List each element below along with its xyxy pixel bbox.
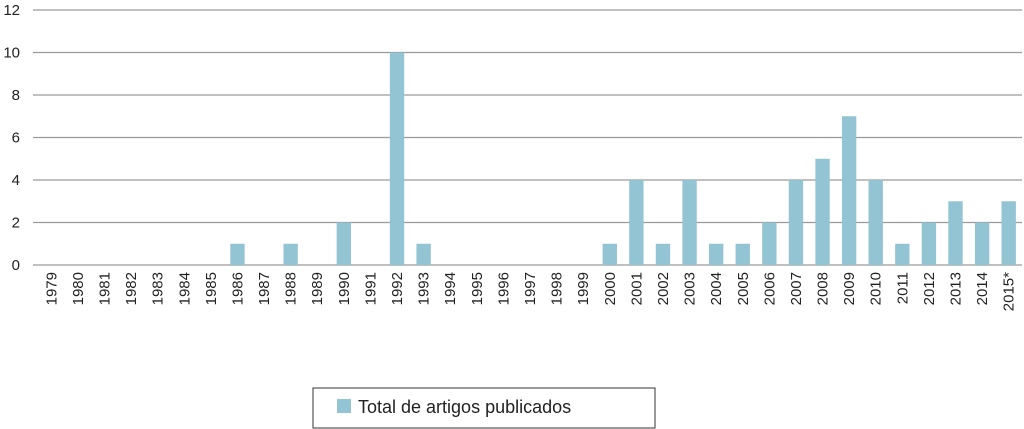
bar [1001,201,1016,265]
bar [655,243,671,265]
x-tick-label: 1981 [96,272,113,305]
y-tick-label: 0 [12,257,20,274]
bar [762,222,777,265]
x-tick-label: 1993 [416,272,433,305]
bar [389,52,405,265]
y-tick-label: 12 [3,2,20,19]
x-tick-label: 1986 [229,272,246,305]
x-tick-label: 1996 [495,272,512,305]
x-tick-label: 2001 [628,272,645,305]
x-tick-label: 2006 [761,272,778,305]
bar [815,158,830,265]
x-tick-label: 2010 [868,272,885,305]
x-tick-label: 2002 [655,272,672,305]
x-tick-label: 1984 [176,272,193,305]
bar [708,243,724,265]
x-tick-label: 2011 [894,272,911,304]
y-tick-label: 10 [3,45,20,62]
legend-label: Total de artigos publicados [358,397,571,417]
y-tick-label: 6 [12,130,20,147]
bar [841,116,857,265]
bar [788,180,804,265]
x-tick-label: 2007 [788,272,805,305]
bar [868,180,883,265]
x-tick-label: 1979 [43,272,60,305]
x-tick-label: 1980 [70,272,87,305]
x-tick-label: 1992 [389,272,406,305]
x-tick-label: 1997 [522,272,539,305]
x-tick-label: 1988 [283,272,300,305]
x-tick-label: 2013 [948,272,965,305]
bar [974,222,990,265]
x-tick-label: 1990 [336,272,353,305]
x-tick-label: 1982 [123,272,140,305]
bar [735,243,750,265]
x-tick-label: 2008 [815,272,832,305]
y-tick-label: 8 [12,87,20,104]
bar [283,243,298,265]
bar [416,243,431,265]
legend-swatch [337,399,351,413]
x-tick-label: 1998 [549,272,566,305]
y-tick-label: 2 [12,215,20,232]
x-tick-label: 1987 [256,272,273,305]
bar [602,243,617,265]
bar [230,243,245,265]
bar [629,180,644,265]
x-tick-label: 2004 [708,272,725,305]
x-tick-label: 2009 [841,272,858,305]
x-tick-label: 2014 [974,272,991,305]
y-tick-label: 4 [12,172,20,189]
legend-box [312,387,656,429]
bar [682,180,697,265]
x-tick-label: 1989 [309,272,326,305]
x-tick-label: 2005 [735,272,752,305]
bar [336,222,352,265]
x-tick-label: 1985 [203,272,220,305]
bar [948,201,963,265]
x-tick-label: 1994 [442,272,459,305]
x-tick-label: 2015* [1001,272,1018,311]
bar [895,243,910,265]
x-tick-label: 2003 [682,272,699,305]
x-tick-label: 2000 [602,272,619,305]
x-tick-label: 1991 [362,272,379,305]
x-tick-label: 1999 [575,272,592,305]
bar [921,222,937,265]
x-tick-label: 1995 [469,272,486,305]
x-tick-label: 1983 [150,272,167,305]
x-tick-label: 2012 [921,272,938,305]
